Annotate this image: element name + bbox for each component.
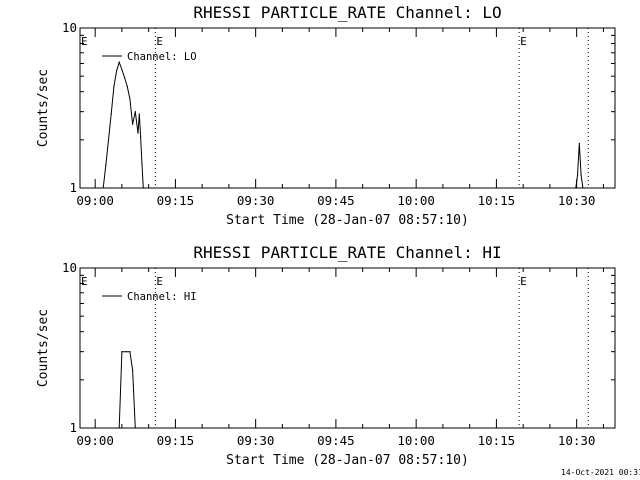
x-tick-label: 10:30 (558, 433, 596, 448)
event-marker-label: E (520, 275, 527, 288)
data-point (140, 135, 142, 138)
event-marker-label: E (81, 35, 88, 48)
data-point (123, 76, 126, 79)
data-point (121, 351, 123, 353)
event-marker-label: E (156, 275, 163, 288)
data-point (578, 142, 580, 144)
data-point (102, 187, 104, 189)
data-point (134, 111, 136, 113)
chart-panel-2: RHESSI PARTICLE_RATE Channel: HI 1 10 Count… (36, 243, 616, 468)
data-point (582, 187, 584, 189)
y-tick-label: 1 (69, 420, 77, 435)
data-point (110, 113, 112, 115)
data-point (129, 351, 131, 353)
chart-panel-1: RHESSI PARTICLE_RATE Channel: LO 1 10 Count… (36, 3, 616, 228)
data-point (97, 187, 99, 189)
chart-title: RHESSI PARTICLE_RATE Channel: LO (193, 3, 501, 22)
x-tick-label: 09:15 (157, 193, 195, 208)
x-tick-label: 09:45 (317, 193, 355, 208)
data-point (126, 86, 128, 88)
y-tick-label: 10 (62, 260, 77, 275)
data-point (118, 61, 120, 63)
data-point (148, 187, 150, 189)
series-line (116, 351, 138, 429)
data-point (576, 174, 579, 176)
series-line (97, 60, 584, 189)
x-tick-label: 10:15 (478, 193, 516, 208)
data-point (145, 187, 147, 189)
data-point (137, 427, 139, 429)
data-point (125, 351, 127, 353)
event-marker-label: E (520, 35, 527, 48)
timestamp: 14-Oct-2021 00:31 (561, 468, 640, 477)
plot-frame (79, 267, 616, 429)
x-tick-label: 09:00 (76, 193, 114, 208)
x-tick-label: 10:00 (397, 193, 435, 208)
legend-entry: Channel: LO (127, 51, 197, 63)
x-tick-label: 10:15 (478, 433, 516, 448)
data-point (132, 123, 134, 125)
data-point (129, 98, 131, 100)
chart-title: RHESSI PARTICLE_RATE Channel: HI (193, 243, 501, 262)
legend-entry: Channel: HI (127, 291, 197, 303)
data-point (107, 139, 110, 141)
data-point (137, 132, 139, 134)
data-point (575, 187, 577, 189)
x-tick-label: 10:00 (397, 433, 435, 448)
data-point (142, 187, 144, 189)
data-point (115, 70, 118, 72)
y-tick-label: 10 (62, 20, 77, 35)
data-point (141, 164, 143, 166)
data-point (132, 369, 134, 371)
x-tick-label: 09:00 (76, 433, 114, 448)
data-point (105, 164, 107, 166)
y-axis-label: Counts/sec (36, 69, 51, 147)
data-point (134, 427, 136, 429)
data-point (118, 427, 120, 429)
event-marker-label: E (81, 275, 88, 288)
x-tick-label: 09:15 (157, 433, 195, 448)
data-point (115, 427, 118, 429)
data-point (580, 174, 582, 176)
y-axis-label: Counts/sec (36, 309, 51, 387)
data-point (113, 86, 115, 88)
x-axis-label: Start Time (28-Jan-07 08:57:10) (226, 453, 469, 468)
x-tick-label: 09:30 (237, 433, 275, 448)
data-point (121, 68, 123, 71)
event-marker-label: E (156, 35, 163, 48)
data-point (138, 113, 140, 115)
x-tick-label: 09:45 (317, 433, 355, 448)
x-tick-label: 09:30 (237, 193, 275, 208)
x-tick-label: 10:30 (558, 193, 596, 208)
x-axis-label: Start Time (28-Jan-07 08:57:10) (226, 213, 469, 228)
y-tick-label: 1 (69, 180, 77, 195)
